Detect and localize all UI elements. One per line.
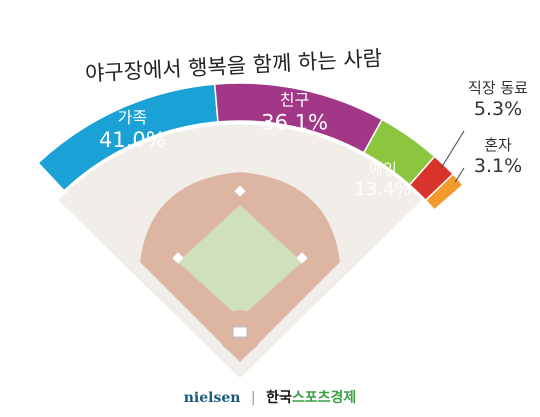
third-base xyxy=(172,252,184,264)
leader-line-5 xyxy=(454,167,465,183)
infield-grass xyxy=(178,205,302,318)
leader-lines xyxy=(440,130,465,183)
slice-category-label-3: 애인 xyxy=(369,160,397,178)
baseball-field xyxy=(58,124,422,379)
slice-value-label-2: 36.1% xyxy=(261,111,328,135)
leader-line-4 xyxy=(440,130,465,169)
source-logo: nielsen xyxy=(183,390,241,406)
second-base xyxy=(234,185,246,197)
slice-value-label-1: 41.0% xyxy=(99,128,166,152)
slice-value-label-3: 13.4% xyxy=(354,179,411,200)
footer: nielsen | 한국스포츠경제 xyxy=(0,387,540,407)
slice-value-label-4: 5.3% xyxy=(474,98,522,120)
slice-category-label-5: 혼자 xyxy=(484,136,512,154)
slice-category-label-1: 가족 xyxy=(118,108,147,127)
publisher-part-a: 한국 xyxy=(266,390,292,406)
publisher-part-b: 스포츠경제 xyxy=(291,390,357,406)
publisher-logo: 한국스포츠경제 xyxy=(266,390,356,406)
slice-category-label-2: 친구 xyxy=(280,91,309,110)
home-plate xyxy=(232,326,248,338)
slice-category-label-4: 직장 동료 xyxy=(468,79,528,97)
chart-title: 야구장에서 행복을 함께 하는 사람 xyxy=(85,46,383,86)
footer-separator: | xyxy=(250,390,256,406)
slice-value-label-5: 3.1% xyxy=(474,155,522,177)
first-base xyxy=(296,252,308,264)
pie-slices xyxy=(37,82,465,211)
slice-5 xyxy=(424,172,465,211)
